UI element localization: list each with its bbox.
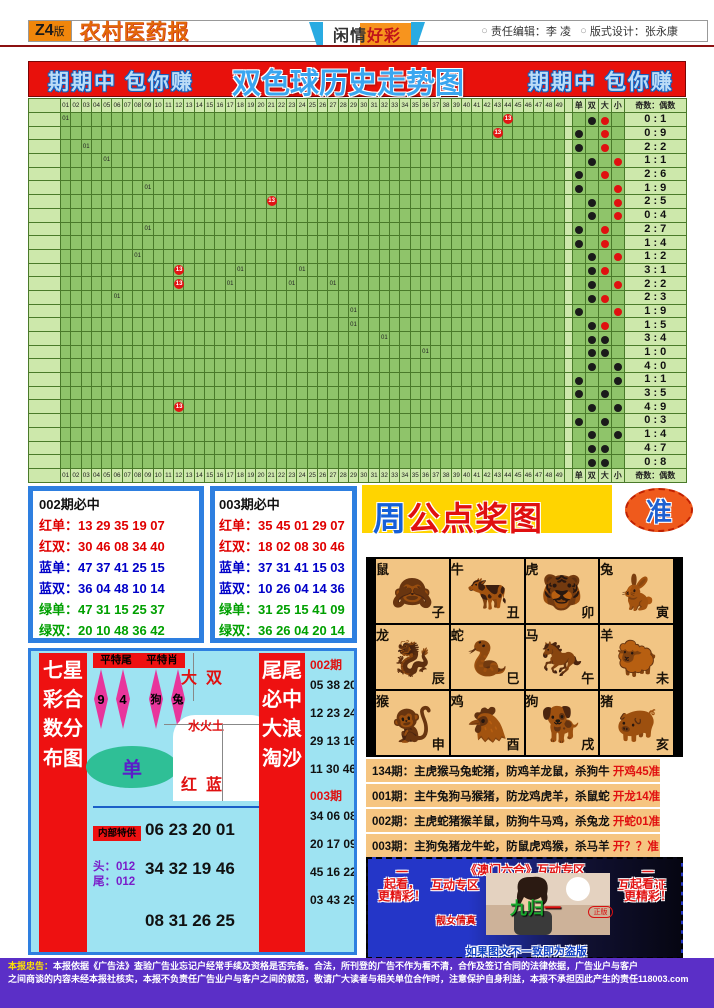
svg-text:兔: 兔: [172, 692, 184, 706]
svg-text:4: 4: [119, 692, 127, 707]
svg-text:9: 9: [97, 692, 104, 707]
svg-text:狗: 狗: [151, 692, 162, 706]
